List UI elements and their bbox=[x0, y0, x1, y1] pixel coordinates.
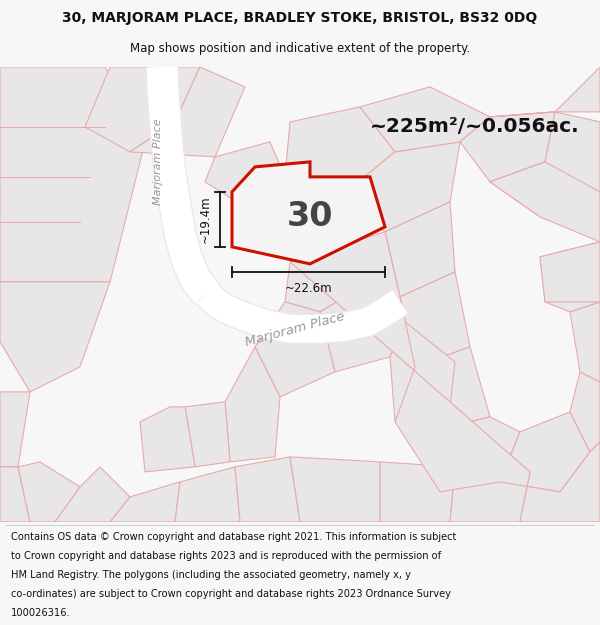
Polygon shape bbox=[540, 242, 600, 302]
Polygon shape bbox=[225, 347, 280, 462]
Text: Map shows position and indicative extent of the property.: Map shows position and indicative extent… bbox=[130, 42, 470, 56]
Polygon shape bbox=[570, 302, 600, 382]
Text: 30: 30 bbox=[287, 201, 333, 233]
Polygon shape bbox=[0, 467, 30, 522]
Polygon shape bbox=[390, 322, 455, 422]
Polygon shape bbox=[18, 462, 80, 522]
Polygon shape bbox=[340, 142, 460, 232]
Polygon shape bbox=[85, 67, 200, 152]
Polygon shape bbox=[415, 347, 490, 432]
Polygon shape bbox=[290, 457, 380, 522]
Polygon shape bbox=[430, 417, 520, 492]
Polygon shape bbox=[232, 162, 385, 264]
Polygon shape bbox=[450, 467, 530, 522]
Polygon shape bbox=[175, 467, 240, 522]
Polygon shape bbox=[490, 162, 600, 242]
Polygon shape bbox=[285, 237, 370, 312]
Polygon shape bbox=[385, 202, 455, 297]
Polygon shape bbox=[540, 242, 600, 312]
Polygon shape bbox=[320, 282, 405, 372]
Text: co-ordinates) are subject to Crown copyright and database rights 2023 Ordnance S: co-ordinates) are subject to Crown copyr… bbox=[11, 589, 451, 599]
Polygon shape bbox=[500, 412, 590, 492]
Polygon shape bbox=[185, 402, 230, 467]
Text: to Crown copyright and database rights 2023 and is reproduced with the permissio: to Crown copyright and database rights 2… bbox=[11, 551, 441, 561]
Polygon shape bbox=[570, 372, 600, 452]
Text: Marjoram Place: Marjoram Place bbox=[153, 119, 163, 205]
Polygon shape bbox=[140, 407, 195, 472]
Polygon shape bbox=[0, 67, 145, 282]
Polygon shape bbox=[380, 462, 455, 522]
Text: ~225m²/~0.056ac.: ~225m²/~0.056ac. bbox=[370, 118, 580, 136]
Polygon shape bbox=[290, 232, 600, 522]
Polygon shape bbox=[235, 457, 300, 522]
Polygon shape bbox=[55, 467, 130, 522]
Polygon shape bbox=[490, 67, 600, 117]
Polygon shape bbox=[205, 142, 285, 207]
Polygon shape bbox=[0, 392, 30, 467]
Polygon shape bbox=[460, 112, 555, 182]
Polygon shape bbox=[360, 87, 490, 152]
Text: ~22.6m: ~22.6m bbox=[284, 282, 332, 295]
Polygon shape bbox=[255, 302, 335, 397]
Text: Contains OS data © Crown copyright and database right 2021. This information is : Contains OS data © Crown copyright and d… bbox=[11, 532, 456, 542]
Text: Marjoram Place: Marjoram Place bbox=[244, 311, 346, 349]
Polygon shape bbox=[130, 67, 245, 157]
Polygon shape bbox=[400, 272, 470, 367]
Polygon shape bbox=[110, 482, 180, 522]
Polygon shape bbox=[0, 282, 110, 392]
Text: ~19.4m: ~19.4m bbox=[199, 196, 212, 243]
Text: HM Land Registry. The polygons (including the associated geometry, namely x, y: HM Land Registry. The polygons (includin… bbox=[11, 571, 411, 581]
Polygon shape bbox=[285, 107, 395, 197]
Polygon shape bbox=[490, 112, 600, 217]
Text: 30, MARJORAM PLACE, BRADLEY STOKE, BRISTOL, BS32 0DQ: 30, MARJORAM PLACE, BRADLEY STOKE, BRIST… bbox=[62, 11, 538, 25]
Text: 100026316.: 100026316. bbox=[11, 609, 70, 619]
